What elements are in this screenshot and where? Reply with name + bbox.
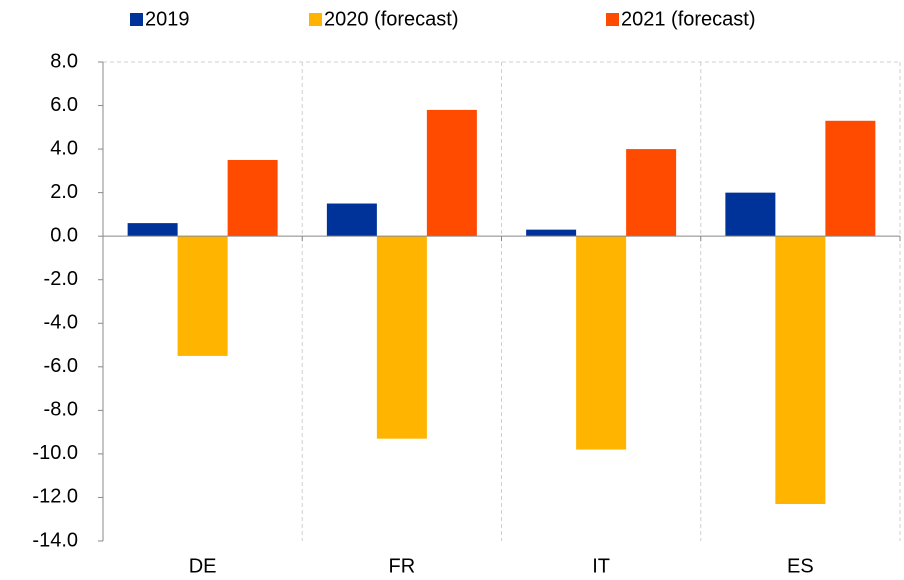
legend-swatch (130, 13, 143, 26)
legend-swatch (309, 13, 322, 26)
x-tick-label: ES (787, 555, 814, 577)
bar (725, 192, 776, 237)
y-tick-label: 0.0 (50, 224, 78, 246)
y-tick-label: -10.0 (32, 442, 78, 464)
bar (576, 236, 627, 450)
bar (526, 229, 577, 237)
y-tick-label: 4.0 (50, 137, 78, 159)
y-tick-label: -8.0 (44, 399, 78, 421)
bar (127, 223, 178, 237)
y-tick-label: 2.0 (50, 181, 78, 203)
legend-swatch (606, 13, 619, 26)
legend-label: 2020 (forecast) (324, 8, 459, 30)
legend-label: 2019 (145, 8, 190, 30)
x-tick-label: IT (592, 555, 610, 577)
y-tick-label: -4.0 (44, 312, 78, 334)
legend-label: 2021 (forecast) (621, 8, 756, 30)
y-tick-label: -6.0 (44, 355, 78, 377)
bar (626, 149, 677, 237)
y-tick-label: -12.0 (32, 486, 78, 508)
x-tick-label: FR (389, 555, 416, 577)
bar (177, 236, 228, 356)
y-tick-label: 8.0 (50, 50, 78, 72)
y-tick-label: -2.0 (44, 268, 78, 290)
bar (775, 236, 826, 504)
bar (326, 203, 377, 237)
bar (227, 159, 278, 237)
x-tick-label: DE (189, 555, 217, 577)
y-tick-label: 6.0 (50, 94, 78, 116)
y-tick-label: -14.0 (32, 529, 78, 551)
bar (376, 236, 427, 439)
bar (426, 109, 477, 237)
bar (825, 120, 876, 237)
